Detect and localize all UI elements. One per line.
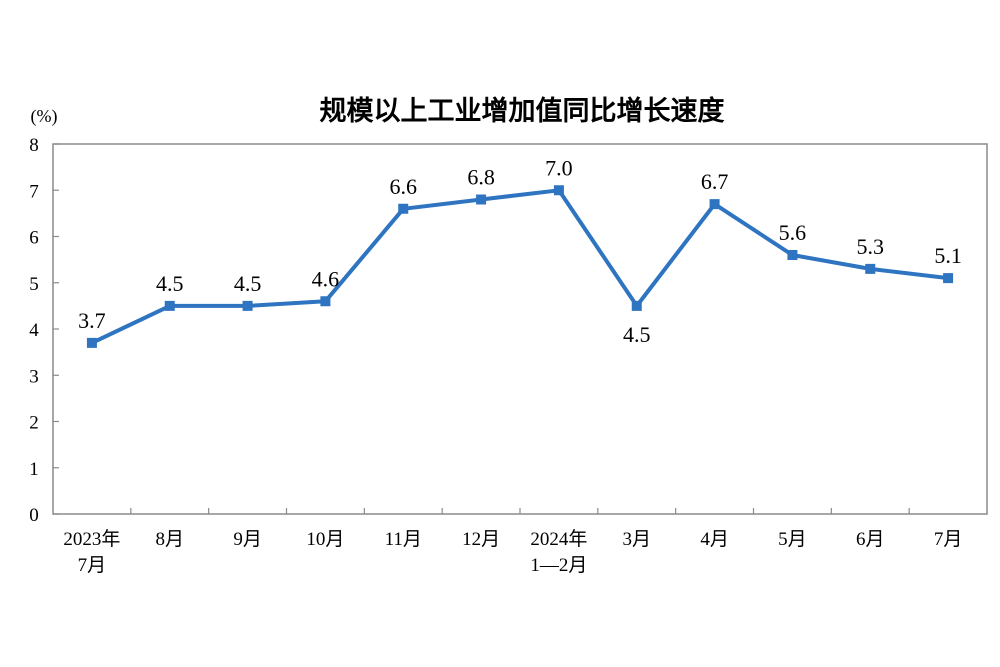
data-label: 6.7 — [701, 169, 729, 194]
x-tick-label: 11月 — [385, 529, 422, 550]
series-line — [91, 188, 949, 345]
x-tick-label: 9月 — [233, 529, 262, 550]
data-point — [242, 300, 253, 311]
data-point — [86, 337, 97, 348]
data-point — [476, 194, 487, 205]
data-label: 4.6 — [312, 266, 340, 291]
data-point — [553, 185, 564, 196]
data-point — [709, 199, 720, 210]
y-tick-label: 2 — [29, 413, 39, 434]
x-tick-label: 5月 — [778, 529, 807, 550]
data-label: 7.0 — [545, 155, 573, 180]
data-point — [865, 263, 876, 274]
x-tick-label: 10月 — [306, 529, 344, 550]
y-tick-label: 7 — [29, 181, 39, 202]
data-label: 4.5 — [234, 271, 262, 296]
x-tick-label: 7月 — [78, 555, 107, 576]
y-tick-label: 3 — [29, 366, 39, 387]
x-axis: 2023年 7月 8月 9月 10月 11月 12月 2024年 1—2月 3月 4月 5月 6月 7月 — [63, 508, 962, 576]
x-tick-label: 4月 — [700, 529, 729, 550]
plot-area-frame — [52, 143, 988, 515]
x-tick-label: 1—2月 — [530, 555, 587, 576]
data-label: 5.1 — [934, 243, 962, 268]
data-point — [631, 300, 642, 311]
data-labels: 3.7 4.5 4.5 4.6 6.6 6.8 7.0 4.5 6.7 5.6 5.3 5.1 — [78, 155, 962, 347]
x-tick-label: 12月 — [462, 529, 500, 550]
data-point — [943, 273, 954, 284]
data-label: 4.5 — [623, 322, 651, 347]
data-point — [320, 296, 331, 307]
data-point — [164, 300, 175, 311]
data-point — [398, 203, 409, 214]
data-label: 5.6 — [779, 220, 807, 245]
y-tick-label: 0 — [29, 505, 39, 526]
data-label: 5.3 — [857, 234, 885, 259]
data-label: 6.8 — [467, 165, 495, 190]
x-tick-label: 8月 — [155, 529, 184, 550]
x-tick-label: 6月 — [856, 529, 885, 550]
y-tick-label: 1 — [29, 459, 39, 480]
y-tick-label: 6 — [29, 228, 39, 249]
data-point — [787, 250, 798, 260]
y-tick-label: 4 — [29, 320, 39, 341]
x-tick-label: 7月 — [934, 529, 963, 550]
y-tick-label: 8 — [29, 135, 39, 156]
y-axis-unit: (%) — [31, 106, 58, 127]
data-label: 6.6 — [390, 174, 418, 199]
x-tick-label: 3月 — [622, 529, 651, 550]
x-tick-label: 2023年 — [63, 528, 120, 550]
x-tick-label: 2024年 — [530, 528, 587, 550]
y-axis: 0 1 2 3 4 5 6 7 8 — [29, 135, 59, 526]
data-label: 4.5 — [156, 271, 184, 296]
y-tick-label: 5 — [29, 274, 39, 295]
chart-title: 规模以上工业增加值同比增长速度 — [320, 95, 725, 127]
series — [86, 185, 954, 348]
data-label: 3.7 — [78, 308, 106, 333]
